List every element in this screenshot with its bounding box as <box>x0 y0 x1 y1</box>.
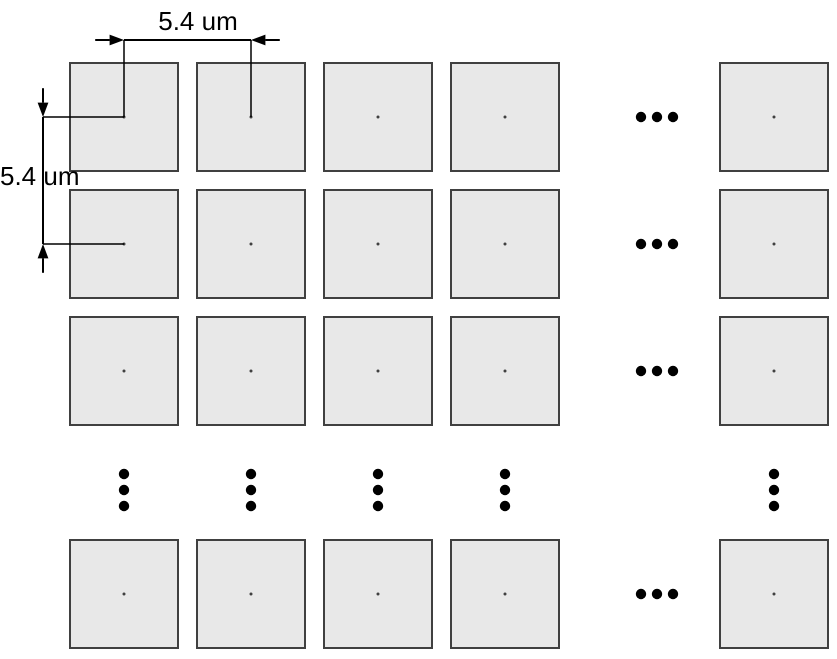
cell-center-dot <box>773 593 776 596</box>
cell-center-dot <box>377 116 380 119</box>
dim-v-arrow-bottom <box>38 244 49 258</box>
cell-center-dot <box>377 370 380 373</box>
cell-center-dot <box>504 243 507 246</box>
ellipsis-h-dot <box>652 366 662 376</box>
ellipsis-v-dot <box>769 485 779 495</box>
ellipsis-v-dot <box>769 469 779 479</box>
cell-center-dot <box>773 116 776 119</box>
ellipsis-v-dot <box>119 469 129 479</box>
cell-center-dot <box>123 593 126 596</box>
cell-center-dot <box>123 370 126 373</box>
ellipsis-h-dot <box>668 366 678 376</box>
ellipsis-v-dot <box>246 469 256 479</box>
ellipsis-v-dot <box>769 501 779 511</box>
cell-center-dot <box>504 593 507 596</box>
ellipsis-h-dot <box>668 239 678 249</box>
cell-center-dot <box>250 370 253 373</box>
cell-center-dot <box>773 370 776 373</box>
ellipsis-h-dot <box>636 112 646 122</box>
ellipsis-v-dot <box>373 501 383 511</box>
dim-h-arrow-left <box>110 35 124 46</box>
ellipsis-v-dot <box>246 485 256 495</box>
ellipsis-v-dot <box>119 485 129 495</box>
ellipsis-h-dot <box>636 589 646 599</box>
ellipsis-v-dot <box>500 485 510 495</box>
ellipsis-v-dot <box>500 501 510 511</box>
ellipsis-h-dot <box>652 239 662 249</box>
ellipsis-h-dot <box>652 112 662 122</box>
cell-center-dot <box>377 593 380 596</box>
ellipsis-h-dot <box>636 239 646 249</box>
cell-center-dot <box>773 243 776 246</box>
cell-center-dot <box>504 116 507 119</box>
dim-h-label: 5.4 um <box>158 6 238 36</box>
ellipsis-v-dot <box>246 501 256 511</box>
dim-h-arrow-right <box>251 35 265 46</box>
cell-center-dot <box>377 243 380 246</box>
ellipsis-h-dot <box>652 589 662 599</box>
ellipsis-v-dot <box>373 485 383 495</box>
ellipsis-h-dot <box>668 589 678 599</box>
ellipsis-v-dot <box>119 501 129 511</box>
dim-v-label: 5.4 um <box>0 161 80 191</box>
ellipsis-h-dot <box>636 366 646 376</box>
cell-center-dot <box>250 593 253 596</box>
ellipsis-v-dot <box>500 469 510 479</box>
ellipsis-h-dot <box>668 112 678 122</box>
ellipsis-v-dot <box>373 469 383 479</box>
cell-center-dot <box>250 243 253 246</box>
cell-center-dot <box>504 370 507 373</box>
dim-v-arrow-top <box>38 103 49 117</box>
